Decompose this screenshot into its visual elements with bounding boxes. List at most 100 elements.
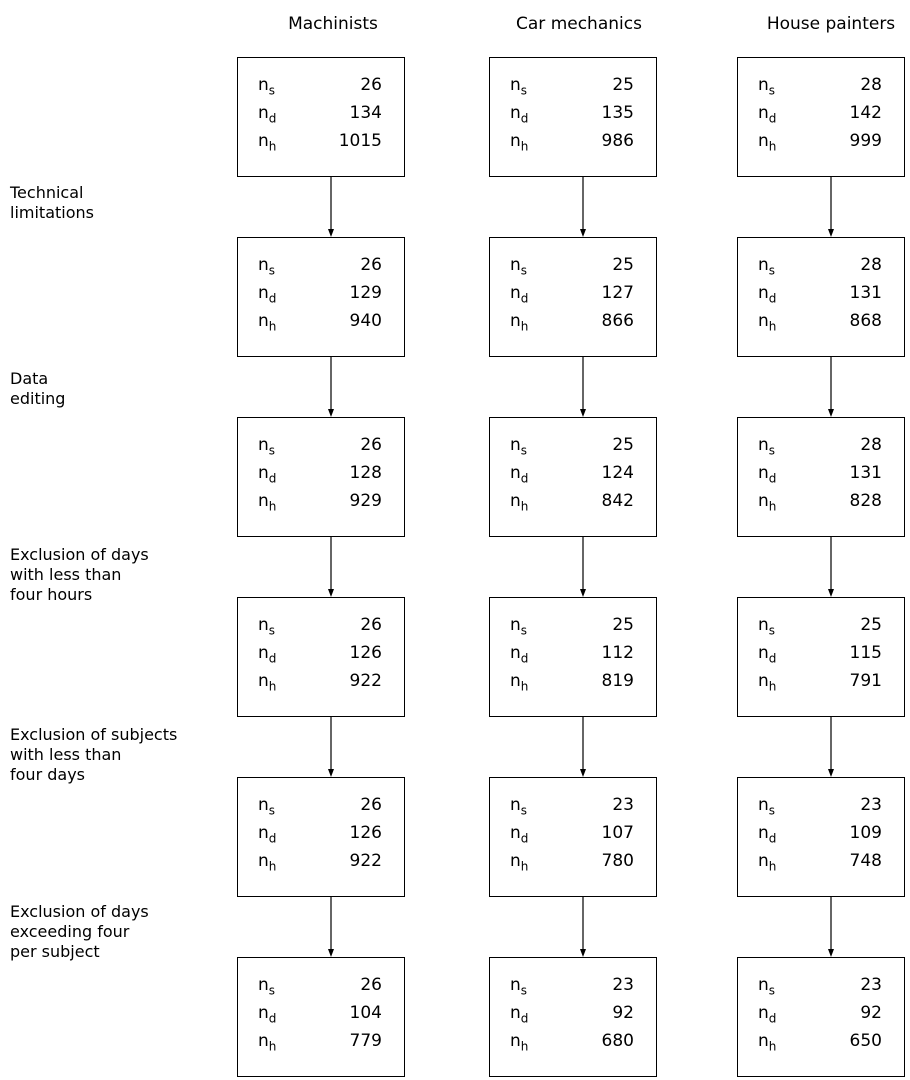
count-box: ns 26 nd 129 nh 940 [237, 237, 405, 357]
count-symbol: ns [510, 975, 528, 998]
count-symbol: nh [758, 851, 777, 874]
count-symbol: nd [258, 103, 277, 126]
count-symbol: nh [510, 671, 529, 694]
count-value: 109 [849, 823, 882, 843]
count-value: 26 [360, 255, 382, 275]
count-value: 124 [601, 463, 634, 483]
count-row: nh 680 [510, 1031, 634, 1061]
count-symbol: ns [510, 795, 528, 818]
count-value: 112 [601, 643, 634, 663]
count-row: nh 999 [758, 131, 882, 161]
count-symbol: ns [258, 615, 276, 638]
count-value: 28 [860, 255, 882, 275]
count-value: 23 [860, 795, 882, 815]
count-row: nd 115 [758, 643, 882, 673]
count-symbol: nd [758, 283, 777, 306]
count-value: 23 [612, 975, 634, 995]
count-box: ns 23 nd 109 nh 748 [737, 777, 905, 897]
arrow-head-icon [580, 409, 586, 417]
count-row: nh 842 [510, 491, 634, 521]
count-value: 748 [849, 851, 882, 871]
count-box: ns 28 nd 131 nh 868 [737, 237, 905, 357]
count-value: 142 [849, 103, 882, 123]
count-value: 779 [349, 1031, 382, 1051]
count-symbol: ns [758, 435, 776, 458]
count-row: nh 929 [258, 491, 382, 521]
count-symbol: ns [758, 75, 776, 98]
count-box: ns 26 nd 128 nh 929 [237, 417, 405, 537]
count-row: ns 26 [258, 615, 382, 645]
count-row: nd 92 [758, 1003, 882, 1033]
count-value: 819 [601, 671, 634, 691]
count-box: ns 26 nd 126 nh 922 [237, 777, 405, 897]
count-symbol: nd [258, 823, 277, 846]
count-row: nd 112 [510, 643, 634, 673]
count-value: 929 [349, 491, 382, 511]
count-row: nh 866 [510, 311, 634, 341]
count-value: 940 [349, 311, 382, 331]
arrow-head-icon [828, 769, 834, 777]
count-value: 104 [349, 1003, 382, 1023]
count-symbol: nd [758, 463, 777, 486]
count-symbol: nh [758, 131, 777, 154]
count-symbol: nd [758, 103, 777, 126]
count-row: nh 868 [758, 311, 882, 341]
count-box: ns 25 nd 135 nh 986 [489, 57, 657, 177]
count-symbol: nd [258, 643, 277, 666]
count-symbol: nh [258, 851, 277, 874]
count-box: ns 23 nd 107 nh 780 [489, 777, 657, 897]
arrow-head-icon [828, 589, 834, 597]
count-value: 680 [601, 1031, 634, 1051]
count-symbol: nh [258, 131, 277, 154]
count-row: ns 26 [258, 795, 382, 825]
count-symbol: ns [258, 255, 276, 278]
count-row: nh 940 [258, 311, 382, 341]
count-box: ns 25 nd 127 nh 866 [489, 237, 657, 357]
count-row: ns 25 [510, 255, 634, 285]
count-symbol: ns [510, 435, 528, 458]
step-label: Data editing [10, 369, 66, 408]
count-row: ns 26 [258, 75, 382, 105]
count-row: nh 922 [258, 851, 382, 881]
count-row: nd 127 [510, 283, 634, 313]
count-value: 25 [612, 435, 634, 455]
count-row: nh 791 [758, 671, 882, 701]
count-row: nd 92 [510, 1003, 634, 1033]
step-label: Technical limitations [10, 183, 94, 222]
count-value: 26 [360, 435, 382, 455]
count-row: ns 28 [758, 255, 882, 285]
count-row: nd 109 [758, 823, 882, 853]
count-symbol: nh [510, 311, 529, 334]
count-value: 986 [601, 131, 634, 151]
count-row: ns 23 [758, 795, 882, 825]
count-symbol: nh [510, 131, 529, 154]
count-value: 25 [612, 255, 634, 275]
count-row: nd 131 [758, 463, 882, 493]
count-row: nd 129 [258, 283, 382, 313]
count-box: ns 26 nd 126 nh 922 [237, 597, 405, 717]
count-value: 791 [849, 671, 882, 691]
count-symbol: nh [258, 671, 277, 694]
count-box: ns 23 nd 92 nh 680 [489, 957, 657, 1077]
count-row: ns 26 [258, 435, 382, 465]
count-symbol: ns [758, 255, 776, 278]
count-symbol: ns [510, 255, 528, 278]
count-row: nh 780 [510, 851, 634, 881]
count-row: ns 26 [258, 975, 382, 1005]
count-box: ns 25 nd 124 nh 842 [489, 417, 657, 537]
count-value: 828 [849, 491, 882, 511]
count-value: 1015 [338, 131, 382, 151]
count-row: nd 126 [258, 643, 382, 673]
arrow-head-icon [328, 769, 334, 777]
count-symbol: nh [258, 311, 277, 334]
count-row: nd 142 [758, 103, 882, 133]
count-box: ns 25 nd 112 nh 819 [489, 597, 657, 717]
count-row: ns 23 [758, 975, 882, 1005]
count-row: nh 1015 [258, 131, 382, 161]
arrow-head-icon [580, 229, 586, 237]
count-value: 28 [860, 75, 882, 95]
count-row: ns 25 [510, 435, 634, 465]
count-symbol: ns [258, 975, 276, 998]
count-value: 650 [849, 1031, 882, 1051]
count-value: 126 [349, 643, 382, 663]
